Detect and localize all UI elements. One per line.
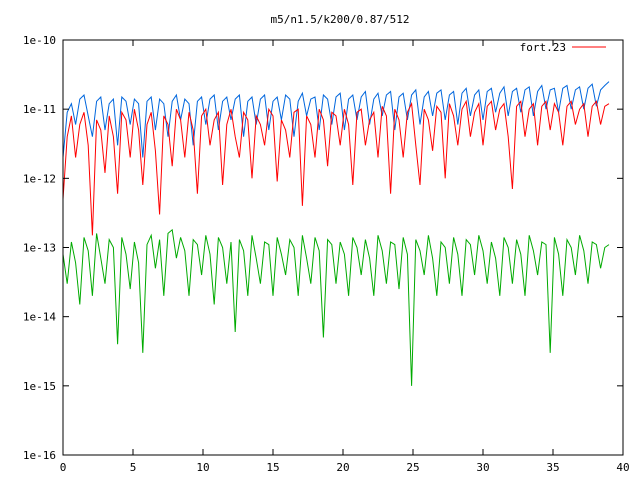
- legend-label: fort.23: [520, 41, 566, 54]
- series-layer: [62, 81, 610, 386]
- x-tick-label: 0: [60, 461, 67, 474]
- y-tick-label: 1e-16: [23, 449, 56, 462]
- y-tick-label: 1e-13: [23, 242, 56, 255]
- x-tick-label: 25: [406, 461, 419, 474]
- series-line-2: [62, 228, 610, 386]
- y-tick-label: 1e-15: [23, 380, 56, 393]
- y-tick-label: 1e-11: [23, 103, 56, 116]
- x-tick-label: 40: [616, 461, 629, 474]
- x-tick-label: 20: [336, 461, 349, 474]
- x-tick-label: 35: [546, 461, 559, 474]
- x-tick-label: 30: [476, 461, 489, 474]
- y-tick-label: 1e-10: [23, 34, 56, 47]
- y-tick-label: 1e-12: [23, 172, 56, 185]
- y-tick-label: 1e-14: [23, 311, 56, 324]
- axis-ticks: 0 5 10 15 20 25 30 35 40 1e-16 1e-15 1e-14 1e-13 1e-1…: [23, 34, 630, 474]
- x-tick-label: 15: [266, 461, 279, 474]
- legend: fort.23: [520, 41, 606, 54]
- x-tick-label: 5: [130, 461, 137, 474]
- chart-title: m5/n1.5/k200/0.87/512: [270, 13, 409, 26]
- x-tick-label: 10: [196, 461, 209, 474]
- series-line-1: [62, 81, 610, 158]
- series-line-0: [62, 99, 610, 236]
